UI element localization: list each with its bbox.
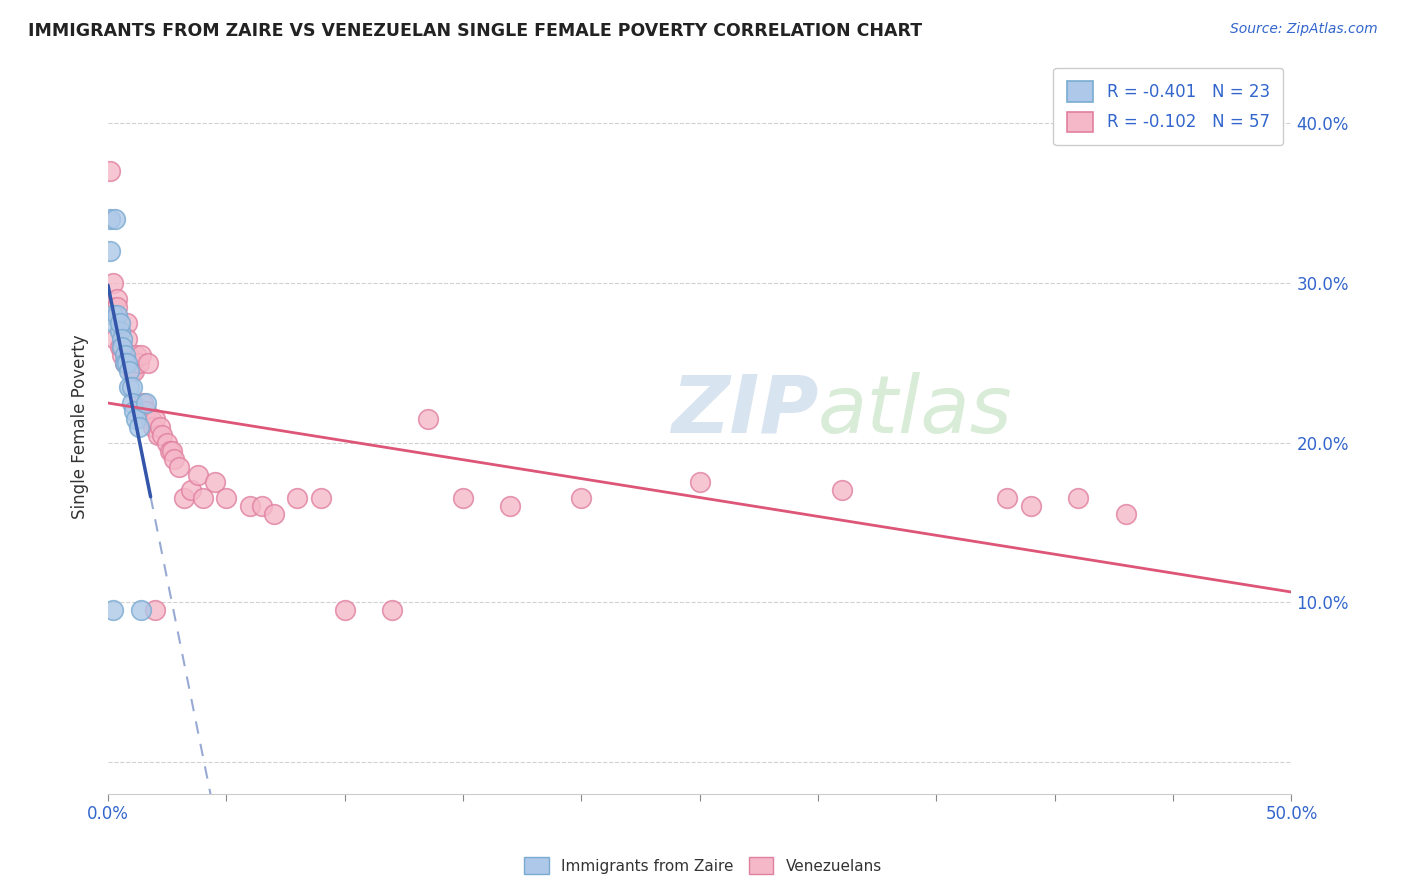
Point <box>499 500 522 514</box>
Point <box>107 292 129 306</box>
Point <box>129 603 152 617</box>
Point <box>107 308 129 322</box>
Point <box>125 411 148 425</box>
Point <box>163 451 186 466</box>
Point <box>115 356 138 370</box>
Point <box>689 475 711 490</box>
Point <box>416 411 439 425</box>
Point <box>333 603 356 617</box>
Point <box>309 491 332 506</box>
Point <box>139 411 162 425</box>
Point <box>160 443 183 458</box>
Point <box>125 348 148 362</box>
Point <box>98 212 121 227</box>
Point <box>239 500 262 514</box>
Point <box>122 403 145 417</box>
Point <box>285 491 308 506</box>
Point <box>121 395 143 409</box>
Point <box>107 300 129 314</box>
Point <box>101 300 124 314</box>
Y-axis label: Single Female Poverty: Single Female Poverty <box>72 334 89 519</box>
Point <box>114 356 136 370</box>
Point <box>111 332 134 346</box>
Point <box>101 603 124 617</box>
Point <box>118 364 141 378</box>
Point <box>121 380 143 394</box>
Point <box>108 316 131 330</box>
Point <box>381 603 404 617</box>
Point <box>204 475 226 490</box>
Point <box>122 364 145 378</box>
Point <box>135 403 157 417</box>
Point <box>180 483 202 498</box>
Point <box>997 491 1019 506</box>
Point <box>152 427 174 442</box>
Point <box>111 348 134 362</box>
Point <box>156 435 179 450</box>
Point <box>101 308 124 322</box>
Point <box>173 491 195 506</box>
Point <box>104 316 127 330</box>
Point <box>111 340 134 354</box>
Point <box>128 419 150 434</box>
Point <box>143 411 166 425</box>
Text: ZIP: ZIP <box>671 372 818 450</box>
Point <box>167 459 190 474</box>
Point <box>135 395 157 409</box>
Text: atlas: atlas <box>818 372 1012 450</box>
Point <box>250 500 273 514</box>
Point <box>143 603 166 617</box>
Text: Source: ZipAtlas.com: Source: ZipAtlas.com <box>1230 22 1378 37</box>
Point <box>114 348 136 362</box>
Text: IMMIGRANTS FROM ZAIRE VS VENEZUELAN SINGLE FEMALE POVERTY CORRELATION CHART: IMMIGRANTS FROM ZAIRE VS VENEZUELAN SING… <box>28 22 922 40</box>
Point <box>118 348 141 362</box>
Point <box>129 348 152 362</box>
Point <box>136 356 159 370</box>
Point <box>159 443 181 458</box>
Point <box>191 491 214 506</box>
Point <box>187 467 209 482</box>
Point <box>98 244 121 258</box>
Point <box>98 164 121 178</box>
Point <box>104 332 127 346</box>
Point <box>108 340 131 354</box>
Point <box>149 419 172 434</box>
Point <box>118 380 141 394</box>
Point <box>451 491 474 506</box>
Point <box>1067 491 1090 506</box>
Point <box>108 324 131 338</box>
Point <box>101 276 124 290</box>
Legend: R = -0.401   N = 23, R = -0.102   N = 57: R = -0.401 N = 23, R = -0.102 N = 57 <box>1053 68 1284 145</box>
Legend: Immigrants from Zaire, Venezuelans: Immigrants from Zaire, Venezuelans <box>519 851 887 880</box>
Point <box>263 508 285 522</box>
Point <box>142 419 165 434</box>
Point <box>121 356 143 370</box>
Point <box>104 212 127 227</box>
Point <box>215 491 238 506</box>
Point <box>115 332 138 346</box>
Point <box>128 356 150 370</box>
Point <box>831 483 853 498</box>
Point <box>132 395 155 409</box>
Point <box>1115 508 1137 522</box>
Point <box>121 364 143 378</box>
Point <box>569 491 592 506</box>
Point <box>1019 500 1042 514</box>
Point <box>114 356 136 370</box>
Point <box>115 316 138 330</box>
Point <box>111 340 134 354</box>
Point <box>146 427 169 442</box>
